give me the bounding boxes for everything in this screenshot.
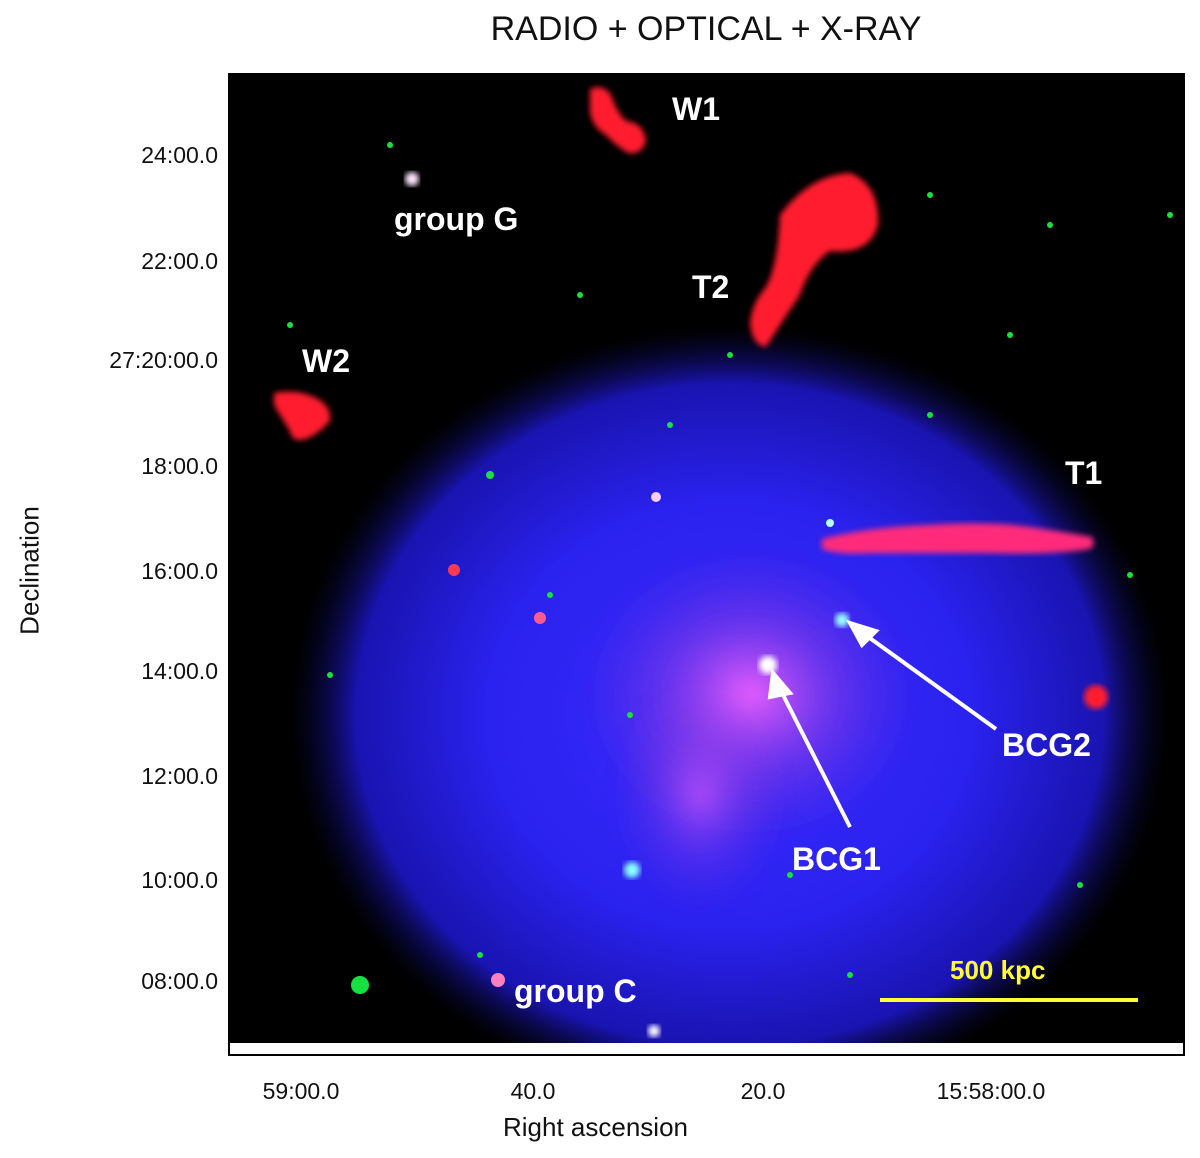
- galaxy: [534, 612, 546, 624]
- label-t1: T1: [1065, 455, 1103, 491]
- y-tick-label: 24:00.0: [141, 142, 218, 168]
- bcg2-arrow: [858, 629, 998, 731]
- bcg2-arrowhead: [845, 619, 880, 649]
- y-tick-label: 27:20:00.0: [109, 347, 218, 373]
- sky-image-panel: W1 group G T2 W2 T1 BCG2 BCG1 group C 50…: [228, 73, 1185, 1056]
- scale-bar-label: 500 kpc: [950, 955, 1046, 985]
- radio-source-t2: [750, 173, 879, 347]
- label-bcg2: BCG2: [1002, 727, 1091, 763]
- label-w2: W2: [302, 343, 350, 379]
- radio-source-w1: [590, 87, 646, 154]
- radio-source-compact: [1084, 685, 1108, 709]
- radio-source-w2: [274, 391, 331, 440]
- bcg1-arrow: [776, 684, 852, 828]
- label-group-g: group G: [394, 201, 519, 237]
- label-t2: T2: [692, 269, 730, 305]
- x-tick-label: 59:00.0: [262, 1078, 340, 1104]
- label-bcg1: BCG1: [792, 841, 881, 877]
- galaxy: [651, 492, 661, 502]
- bright-sources: [405, 172, 849, 1037]
- x-tick-label: 15:58:00.0: [936, 1078, 1046, 1104]
- y-tick-label: 22:00.0: [141, 248, 218, 274]
- composite-sky-image: [230, 75, 1183, 1054]
- y-tick-label: 16:00.0: [141, 558, 218, 584]
- x-tick-label: 20.0: [740, 1078, 786, 1104]
- y-tick-label: 08:00.0: [141, 968, 218, 994]
- group-g-galaxy: [405, 172, 419, 186]
- bcg2-galaxy: [835, 613, 849, 627]
- x-tick-label: 40.0: [510, 1078, 556, 1104]
- label-group-c: group C: [514, 973, 637, 1009]
- figure-title: RADIO + OPTICAL + X-RAY: [490, 10, 922, 48]
- y-tick-label: 10:00.0: [141, 867, 218, 893]
- core-tail-emission: [610, 675, 790, 915]
- x-axis-title: Right ascension: [503, 1112, 688, 1142]
- y-tick-label: 18:00.0: [141, 453, 218, 479]
- bcg1-galaxy: [759, 656, 777, 674]
- group-c-galaxy: [491, 973, 505, 987]
- optical-galaxies: [287, 142, 1173, 994]
- radio-sources: [274, 87, 1108, 709]
- bcg1-arrowhead: [767, 668, 794, 700]
- y-tick-label: 12:00.0: [141, 763, 218, 789]
- galaxy: [826, 519, 834, 527]
- radio-source-t1: [822, 523, 1094, 554]
- image-edge-strip: [230, 1043, 1183, 1054]
- group-c-galaxy: [648, 1025, 660, 1037]
- label-w1: W1: [672, 91, 720, 127]
- galaxy: [448, 564, 460, 576]
- annotation-arrows: [767, 619, 998, 828]
- y-tick-label: 14:00.0: [141, 658, 218, 684]
- bright-star: [624, 862, 640, 878]
- y-axis-title: Declination: [14, 506, 45, 635]
